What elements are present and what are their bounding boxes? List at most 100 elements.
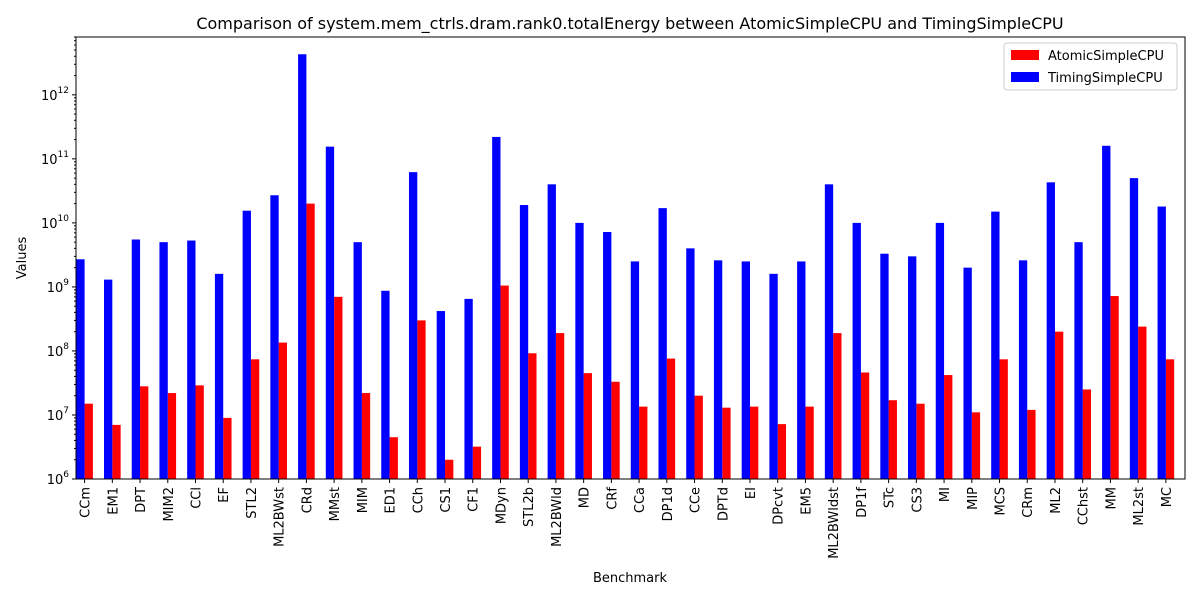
bar-atomic-stl2b: [528, 353, 537, 479]
bar-timing-stl2b: [519, 205, 529, 479]
x-tick-label: ML2st: [1132, 487, 1147, 526]
x-tick-label: ML2BWld: [550, 487, 565, 547]
x-tick-label: MD: [578, 487, 593, 508]
bar-atomic-cce: [694, 395, 703, 479]
x-tick-label: MCS: [994, 487, 1009, 516]
x-tick-label: DPTd: [716, 487, 731, 521]
y-tick-label: 1012: [41, 86, 69, 104]
bar-timing-ed1: [381, 290, 390, 479]
x-tick-label: DPT: [134, 487, 149, 513]
x-tick-label: EM1: [106, 487, 121, 515]
x-tick-label: CRf: [605, 487, 620, 510]
x-tick-label: MM: [1104, 487, 1119, 509]
bar-timing-mm: [1102, 145, 1111, 479]
y-tick-label: 106: [47, 470, 70, 488]
bar-atomic-ml2bwst: [278, 342, 287, 479]
x-tick-label: MIM2: [162, 487, 177, 522]
x-tick-label: MI: [938, 487, 953, 502]
bars: [76, 54, 1175, 480]
bar-timing-cs1: [436, 311, 446, 479]
bar-timing-crm: [1018, 260, 1028, 479]
bar-atomic-cf1: [472, 446, 482, 479]
bar-atomic-stl2: [250, 359, 260, 479]
bar-timing-dp1d: [658, 208, 667, 479]
bar-atomic-dp1d: [666, 358, 676, 479]
bar-atomic-crd: [306, 203, 315, 480]
x-tick-label: CRd: [300, 487, 315, 513]
bar-atomic-stc: [888, 400, 897, 479]
bar-atomic-em1: [112, 424, 121, 479]
bar-timing-cchst: [1074, 242, 1083, 479]
bar-atomic-cch: [417, 320, 426, 479]
bar-timing-ei: [741, 261, 750, 479]
x-tick-label: ED1: [384, 487, 399, 514]
bar-timing-ml2st: [1129, 178, 1139, 479]
x-tick-label: CCe: [689, 487, 704, 513]
bar-timing-cch: [408, 172, 418, 479]
bar-timing-mmst: [325, 146, 335, 480]
x-tick-label: CCl: [189, 487, 204, 509]
x-tick-label: CS3: [910, 487, 925, 513]
bar-timing-crd: [298, 54, 307, 479]
x-tick-label: CRm: [1021, 487, 1036, 518]
bar-timing-mip: [963, 267, 972, 479]
legend-box: [1003, 42, 1178, 91]
bar-atomic-ef: [223, 417, 232, 479]
x-tick-label: STc: [883, 487, 898, 508]
bar-atomic-ccm: [84, 403, 93, 479]
bar-timing-ml2bwst: [270, 195, 279, 479]
bar-atomic-mc: [1165, 359, 1175, 479]
legend-swatch-atomic: [1011, 50, 1039, 60]
bar-atomic-crf: [611, 381, 620, 479]
y-tick-label: 109: [47, 278, 70, 296]
bar-timing-em1: [104, 279, 113, 479]
x-tick-label: CS1: [439, 487, 454, 513]
bar-atomic-mim2: [167, 393, 177, 479]
bar-atomic-cchst: [1082, 389, 1092, 479]
x-tick-label: CF1: [467, 487, 482, 512]
x-tick-label: CCa: [633, 487, 648, 513]
bar-atomic-mim: [361, 393, 371, 479]
bar-atomic-mmst: [334, 296, 343, 479]
bar-timing-ml2bwld: [547, 184, 556, 479]
legend-swatch-timing: [1011, 72, 1039, 82]
x-tick-label: CCh: [411, 487, 426, 513]
x-tick-label: CCm: [79, 487, 94, 518]
x-tick-label: MDyn: [494, 487, 509, 524]
bar-atomic-crm: [1027, 409, 1036, 479]
bar-atomic-ccl: [195, 385, 204, 479]
x-ticks: CCm EM1 DPT MIM2 CCl EF STL2 ML2BWst CRd MMst MIM E…: [79, 479, 1175, 559]
bar-atomic-ml2: [1054, 331, 1064, 479]
bar-atomic-dpcvt: [777, 424, 787, 479]
bar-atomic-md: [583, 373, 592, 479]
bar-timing-mim2: [159, 242, 168, 479]
x-tick-label: STL2: [245, 487, 260, 519]
bar-atomic-dptd: [722, 407, 731, 479]
bar-timing-em5: [797, 261, 806, 479]
x-tick-label: DP1d: [661, 487, 676, 521]
x-tick-label: MIM: [356, 487, 371, 513]
bar-timing-cce: [686, 248, 695, 479]
bar-atomic-mi: [944, 375, 953, 479]
bar-atomic-mcs: [999, 359, 1008, 479]
bar-timing-ml2bwldst: [824, 184, 834, 479]
bar-timing-dpcvt: [769, 273, 778, 479]
bar-timing-dpt: [131, 239, 141, 479]
bar-atomic-mdyn: [500, 285, 509, 479]
x-tick-label: DPcvt: [772, 487, 787, 525]
x-tick-label: EF: [217, 487, 232, 503]
x-tick-label: ML2: [1049, 487, 1064, 514]
y-tick-label: 108: [47, 342, 70, 360]
bar-atomic-dpt: [140, 386, 149, 479]
x-tick-label: CChst: [1077, 487, 1092, 525]
x-tick-label: ML2BWst: [273, 487, 288, 547]
bar-timing-cs3: [908, 256, 917, 479]
bar-timing-mdyn: [492, 136, 501, 479]
bar-timing-dp1f: [852, 222, 861, 479]
x-axis-label: Benchmark: [593, 571, 668, 586]
y-tick-label: 107: [47, 406, 69, 424]
y-tick-label: 1011: [41, 150, 69, 168]
bar-timing-mcs: [991, 211, 1000, 480]
x-tick-label: MIP: [966, 487, 981, 510]
bar-timing-dptd: [713, 260, 723, 479]
